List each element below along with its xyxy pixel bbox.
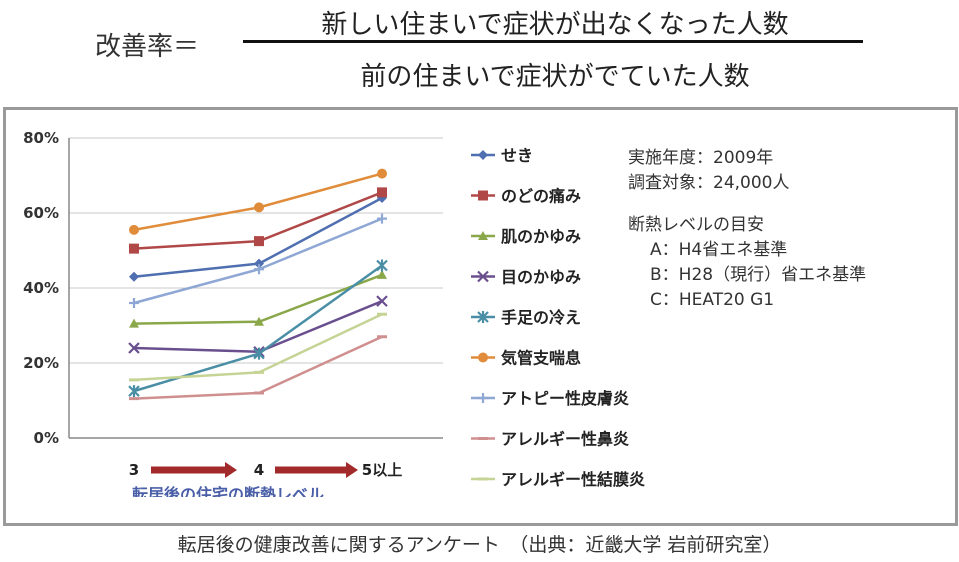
formula-label: 改善率＝ bbox=[95, 32, 200, 62]
legend-entry: せき bbox=[471, 146, 533, 165]
legend-label: 気管支喘息 bbox=[501, 349, 581, 368]
data-point bbox=[478, 393, 488, 403]
legend-label: のどの痛み bbox=[501, 187, 581, 206]
info-subjects: 調査対象：24,000人 bbox=[628, 173, 790, 193]
data-point bbox=[129, 298, 139, 308]
info-level-c: C：HEAT20 G1 bbox=[650, 290, 775, 310]
y-tick-label: 80% bbox=[23, 129, 59, 147]
data-point bbox=[254, 264, 264, 275]
legend-label: 肌のかゆみ bbox=[501, 227, 581, 246]
legend-entry: アトピー性皮膚炎 bbox=[471, 389, 629, 408]
x-axis-label: 転居後の住宅の断熱レベル bbox=[132, 485, 324, 504]
data-point bbox=[478, 231, 488, 240]
data-point bbox=[376, 295, 388, 307]
legend-entry: 気管支喘息 bbox=[471, 349, 581, 368]
legend-entry: 手足の冷え bbox=[471, 308, 581, 327]
survey-info: 実施年度：2009年 調査対象：24,000人 断熱レベルの目安 A：H4省エネ… bbox=[628, 146, 866, 313]
legend-entry: アレルギー性鼻炎 bbox=[471, 430, 629, 449]
data-point bbox=[129, 243, 139, 254]
legend-label: 目のかゆみ bbox=[501, 268, 581, 287]
fraction-bar bbox=[243, 40, 863, 43]
legend-label: アトピー性皮膚炎 bbox=[501, 389, 629, 408]
info-level-b: B：H28（現行）省エネ基準 bbox=[650, 265, 867, 285]
data-point bbox=[477, 311, 489, 323]
legend-entry: アレルギー性結膜炎 bbox=[471, 470, 645, 489]
data-point bbox=[254, 316, 264, 326]
level-arrowhead bbox=[225, 462, 237, 478]
series-line bbox=[133, 299, 383, 354]
legend-label: アレルギー性鼻炎 bbox=[501, 430, 629, 449]
legend-label: アレルギー性結膜炎 bbox=[501, 470, 645, 489]
formula-numerator: 新しい住まいで症状が出なくなった人数 bbox=[321, 10, 789, 40]
formula: 改善率＝ 新しい住まいで症状が出なくなった人数 前の住まいで症状がでていた人数 bbox=[0, 0, 959, 105]
data-point bbox=[377, 213, 387, 224]
legend-label: 手足の冷え bbox=[501, 308, 581, 327]
x-tick-label: 4 bbox=[254, 461, 264, 479]
series-アレルギー性結膜炎 bbox=[129, 312, 387, 382]
x-tick-label: 5以上 bbox=[362, 461, 402, 479]
data-point bbox=[128, 342, 140, 354]
info-level-a: A：H4省エネ基準 bbox=[650, 240, 788, 260]
data-point bbox=[377, 187, 387, 198]
y-tick-label: 60% bbox=[23, 204, 59, 222]
legend-entry: 肌のかゆみ bbox=[471, 227, 581, 246]
series-のどの痛み bbox=[129, 187, 387, 254]
data-point bbox=[477, 270, 489, 283]
data-point bbox=[254, 236, 264, 247]
data-point bbox=[254, 202, 264, 213]
series-肌のかゆみ bbox=[129, 269, 387, 328]
y-tick-label: 40% bbox=[23, 279, 59, 297]
series-アトピー性皮膚炎 bbox=[129, 213, 387, 308]
legend-entry: 目のかゆみ bbox=[471, 268, 581, 287]
series-気管支喘息 bbox=[129, 168, 387, 235]
series-line bbox=[133, 172, 383, 232]
data-point bbox=[129, 271, 139, 282]
series-手足の冷え bbox=[128, 259, 388, 398]
data-point bbox=[478, 190, 488, 201]
formula-denominator: 前の住まいで症状がでていた人数 bbox=[360, 62, 750, 92]
series-line bbox=[133, 335, 383, 400]
data-point bbox=[478, 150, 488, 160]
info-insulation-heading: 断熱レベルの目安 bbox=[628, 215, 764, 235]
data-point bbox=[377, 269, 387, 279]
data-point bbox=[377, 168, 387, 179]
level-arrowhead bbox=[346, 462, 358, 478]
data-point bbox=[128, 385, 140, 398]
data-point bbox=[253, 347, 265, 360]
x-tick-label: 3 bbox=[129, 461, 139, 479]
data-point bbox=[254, 258, 264, 269]
data-point bbox=[376, 259, 388, 272]
info-year: 実施年度：2009年 bbox=[628, 148, 774, 168]
legend-label: せき bbox=[501, 146, 533, 165]
data-point bbox=[129, 318, 139, 328]
y-tick-label: 0% bbox=[34, 429, 59, 447]
series-せき bbox=[129, 193, 387, 282]
y-tick-label: 20% bbox=[23, 354, 59, 372]
data-point bbox=[478, 352, 488, 363]
caption: 転居後の健康改善に関するアンケート （出典：近畿大学 岩前研究室） bbox=[177, 534, 782, 556]
legend-entry: のどの痛み bbox=[471, 187, 581, 206]
data-point bbox=[129, 224, 139, 235]
series-アレルギー性鼻炎 bbox=[129, 335, 387, 401]
